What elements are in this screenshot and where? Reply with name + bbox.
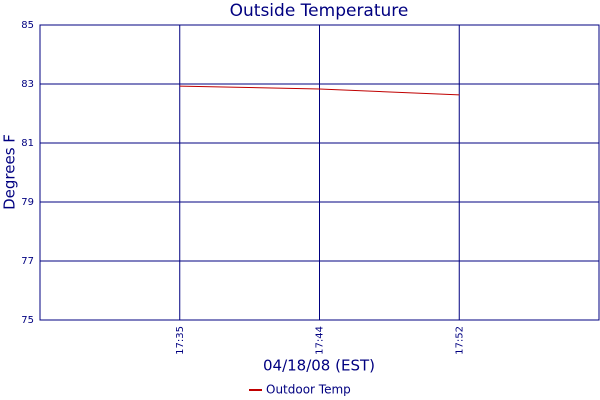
y-tick-label: 83 <box>21 79 34 90</box>
data-line <box>179 85 460 96</box>
y-tick-label: 81 <box>21 138 34 149</box>
chart-title: Outside Temperature <box>230 1 409 21</box>
y-tick-label: 77 <box>21 256 34 267</box>
y-tick-label: 75 <box>21 315 34 326</box>
x-axis-label: 04/18/08 (EST) <box>263 357 375 375</box>
y-tick-label: 79 <box>21 197 34 208</box>
y-tick-label: 85 <box>21 20 34 31</box>
y-axis-label: Degrees F <box>1 134 19 210</box>
x-tick-label: 17:35 <box>175 326 186 355</box>
x-tick-label: 17:44 <box>315 326 326 355</box>
legend-label: Outdoor Temp <box>266 383 351 397</box>
x-tick-label: 17:52 <box>454 326 465 355</box>
